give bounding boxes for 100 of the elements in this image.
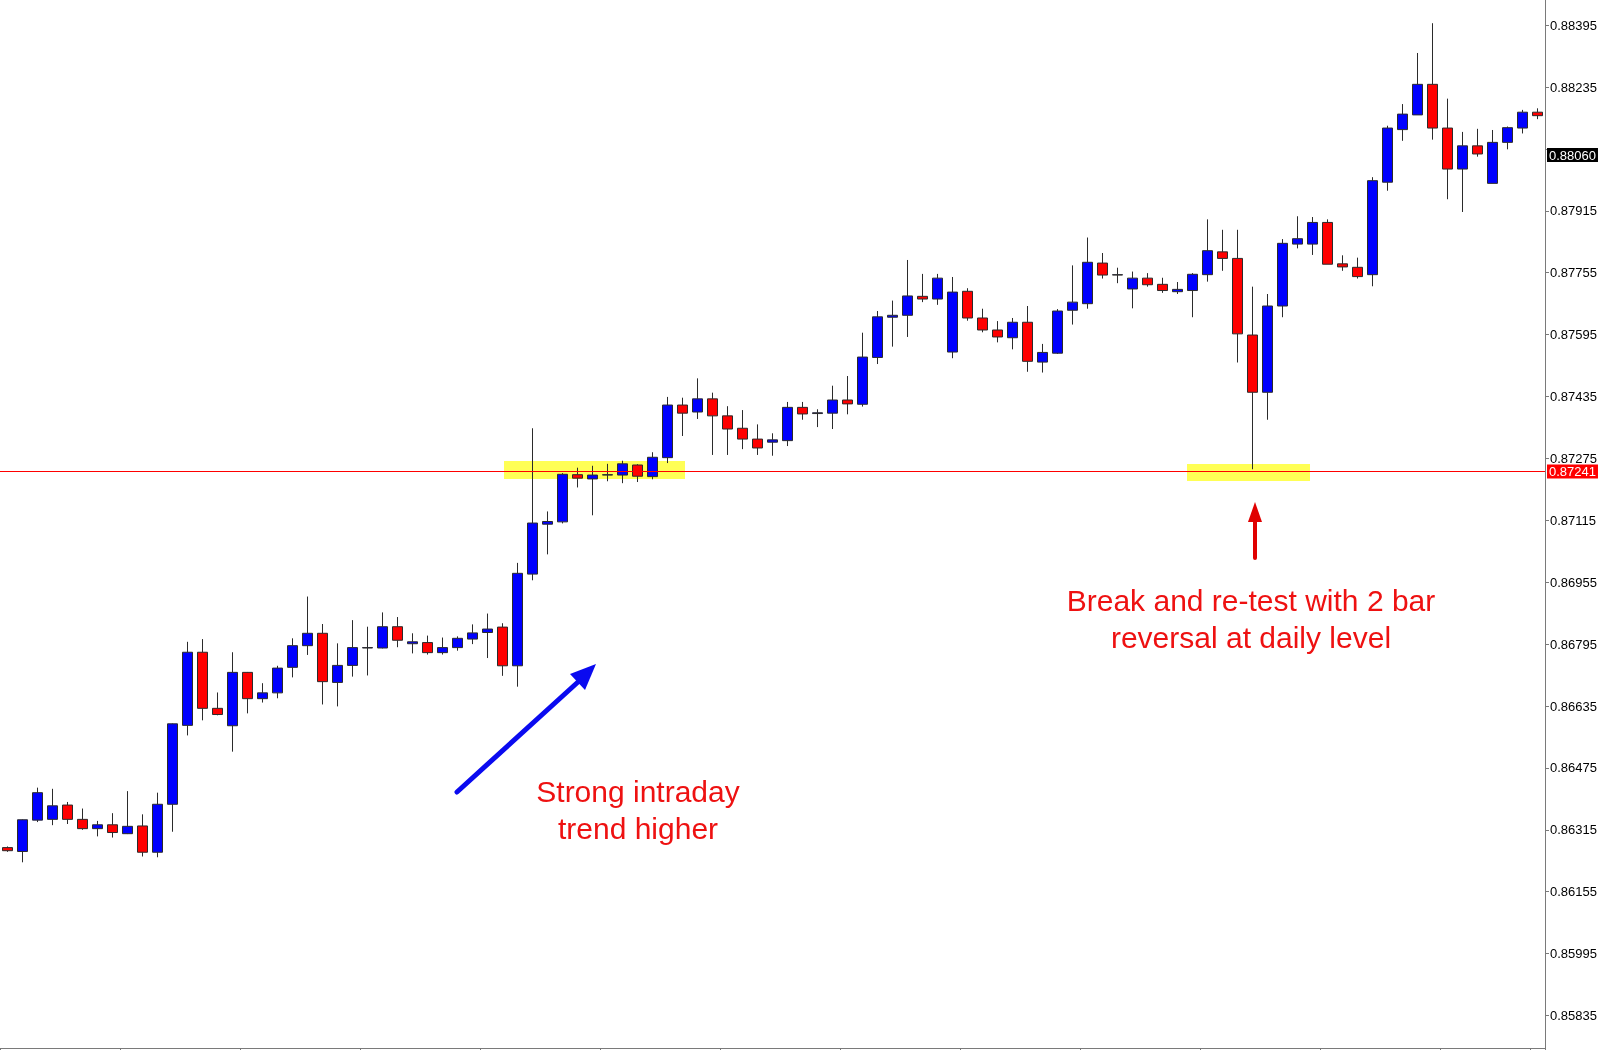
candlestick (602, 463, 613, 482)
candlestick (782, 401, 793, 447)
y-tick-label: 0.87755 (1550, 265, 1597, 281)
candlestick (407, 632, 418, 654)
candlestick (617, 460, 628, 484)
candlestick (1487, 129, 1498, 184)
candlestick (107, 812, 118, 839)
candlestick (1187, 272, 1198, 318)
candlestick (212, 691, 223, 716)
candlestick (182, 641, 193, 736)
candlestick (422, 635, 433, 656)
y-tick-label: 0.88395 (1550, 17, 1597, 33)
candlestick (287, 637, 298, 678)
candlestick (332, 642, 343, 707)
candlestick (377, 611, 388, 649)
candlestick (2, 845, 13, 853)
annotation: Strong intraday trend higher (536, 775, 740, 845)
candlestick (737, 409, 748, 450)
candlestick (932, 273, 943, 306)
candlestick (152, 792, 163, 858)
candlestick (677, 397, 688, 437)
candlestick (362, 626, 373, 676)
candlestick (272, 665, 283, 699)
candlestick (1022, 305, 1033, 373)
candlestick (47, 788, 58, 826)
candlestick (392, 616, 403, 648)
candlestick (767, 432, 778, 457)
candlestick (887, 300, 898, 348)
candlestick (1202, 218, 1213, 283)
candlestick (437, 637, 448, 656)
candlestick (1337, 254, 1348, 272)
candlestick (1007, 317, 1018, 350)
y-tick-label: 0.86315 (1550, 822, 1597, 838)
candlestick (197, 638, 208, 721)
y-tick-label: 0.86475 (1550, 760, 1597, 776)
candlestick (512, 562, 523, 688)
candlestick (77, 808, 88, 831)
candlestick (1277, 238, 1288, 318)
y-tick-label: 0.85835 (1550, 1008, 1597, 1023)
candlestick (1037, 343, 1048, 374)
candlestick (1457, 131, 1468, 213)
y-tick-label: 0.87595 (1550, 327, 1597, 343)
candlestick (647, 451, 658, 480)
candlestick (257, 682, 268, 704)
candlestick (1172, 281, 1183, 295)
candlestick (167, 722, 178, 833)
candlestick (1052, 308, 1063, 355)
y-tick-label: 0.87115 (1550, 512, 1597, 528)
candlestick (992, 320, 1003, 343)
candlestick (557, 472, 568, 524)
candlestick (722, 405, 733, 456)
y-tick-label: 0.86155 (1550, 884, 1597, 900)
candlestick (917, 273, 928, 303)
candlestick (752, 423, 763, 456)
candlestick (1247, 286, 1258, 470)
candlestick (1517, 109, 1528, 134)
candlestick (1367, 176, 1378, 287)
candlestick (1472, 128, 1483, 158)
y-tick-label: 0.86635 (1550, 698, 1597, 714)
candlestick (1397, 103, 1408, 142)
candlestick (662, 396, 673, 464)
candlestick (1232, 229, 1243, 363)
candlestick (17, 818, 28, 863)
candlestick (452, 635, 463, 652)
candlestick (1322, 218, 1333, 265)
candlestick (947, 276, 958, 359)
candlestick (92, 820, 103, 837)
candlestick (542, 510, 553, 555)
y-tick-label: 0.85995 (1550, 946, 1597, 962)
candlestick (467, 623, 478, 645)
candlestick (62, 801, 73, 825)
candlestick (587, 465, 598, 516)
candlestick (1382, 125, 1393, 192)
candlestick (482, 613, 493, 659)
candlestick (812, 408, 823, 428)
candlestick (872, 310, 883, 365)
candlestick (1097, 252, 1108, 280)
y-tick-label: 0.87275 (1550, 450, 1597, 466)
annotation: Break and re-test with 2 bar reversal at daily level (1066, 584, 1436, 654)
candlestick (1112, 267, 1123, 284)
candlestick (137, 813, 148, 858)
candlestick (1262, 293, 1273, 421)
candlestick (797, 401, 808, 421)
candlestick (902, 259, 913, 338)
candlestick (707, 392, 718, 456)
candlestick (1307, 216, 1318, 256)
candlestick (692, 377, 703, 420)
candlestick (242, 671, 253, 714)
y-tick-label: 0.86795 (1550, 636, 1597, 652)
y-tick-label: 0.88235 (1550, 79, 1597, 95)
candlestick (32, 787, 43, 823)
y-tick-label: 0.87915 (1550, 203, 1597, 219)
candlestick (977, 308, 988, 333)
candlestick (842, 375, 853, 415)
text: 0.88060 (1549, 147, 1596, 163)
candlestick (1532, 107, 1543, 120)
candlestick (1502, 126, 1513, 150)
candlestick (302, 596, 313, 656)
candlestick (1352, 257, 1363, 280)
candlestick (1157, 277, 1168, 294)
